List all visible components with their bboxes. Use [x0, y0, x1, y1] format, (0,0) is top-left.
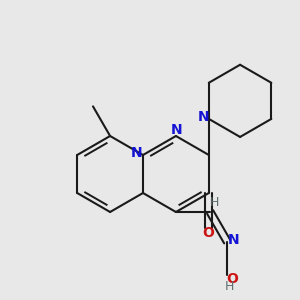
- Text: N: N: [171, 123, 183, 137]
- Text: O: O: [202, 226, 214, 240]
- Text: N: N: [227, 232, 239, 247]
- Text: H: H: [209, 196, 219, 209]
- Text: H: H: [224, 280, 234, 292]
- Text: O: O: [226, 272, 238, 286]
- Text: N: N: [131, 146, 143, 160]
- Text: N: N: [198, 110, 210, 124]
